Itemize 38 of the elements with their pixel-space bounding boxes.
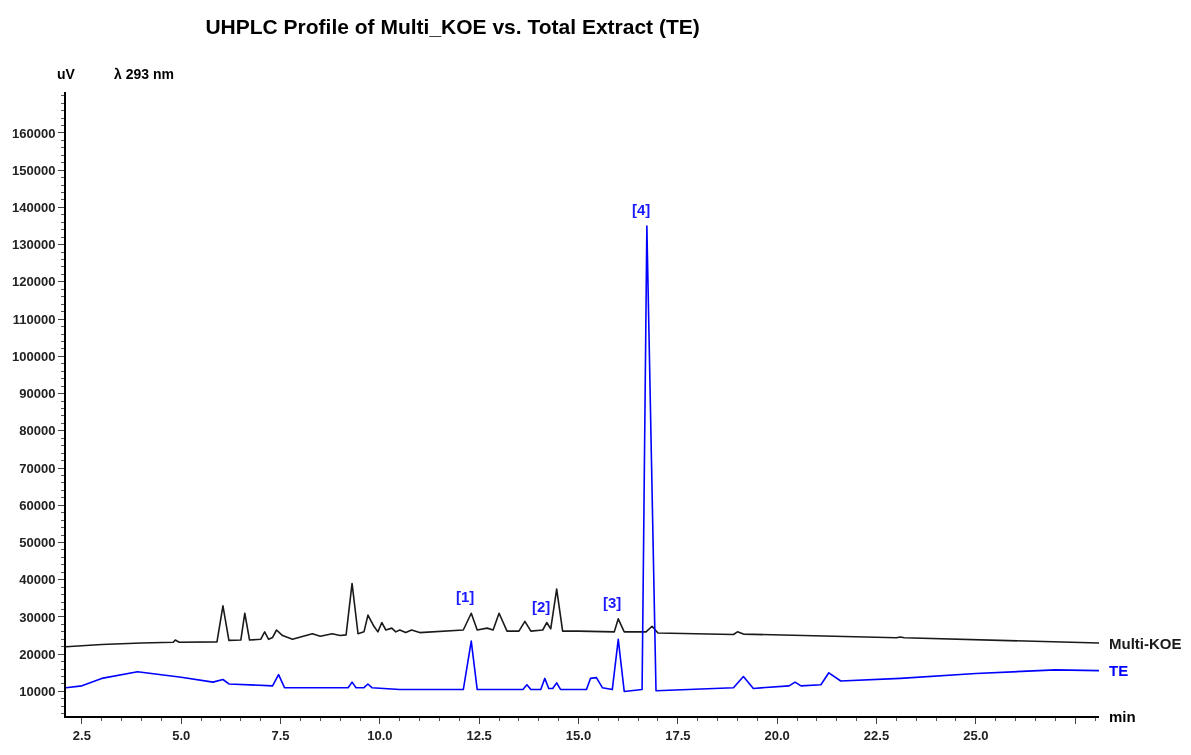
y-tick-label: 40000 bbox=[19, 572, 56, 588]
annotation: [3] bbox=[603, 594, 622, 611]
annotation: [1] bbox=[456, 588, 475, 605]
x-tick-label: 5.0 bbox=[172, 727, 191, 743]
annotation: [4] bbox=[632, 201, 651, 218]
y-tick-label: 140000 bbox=[12, 199, 56, 215]
y-tick-label: 70000 bbox=[19, 460, 56, 476]
annotation: [2] bbox=[532, 598, 551, 615]
y-tick-label: 120000 bbox=[12, 274, 56, 290]
y-tick-label: 100000 bbox=[12, 348, 56, 364]
text: λ 293 nm bbox=[114, 66, 174, 82]
y-tick-label: 30000 bbox=[19, 609, 56, 625]
y-tick-label: 90000 bbox=[19, 386, 56, 402]
line-series bbox=[66, 225, 1099, 693]
x-axis-title: min bbox=[1109, 708, 1136, 725]
y-tick-label: 150000 bbox=[12, 162, 56, 178]
x-tick-label: 22.5 bbox=[863, 727, 890, 743]
y-tick-label: 160000 bbox=[12, 125, 56, 141]
y-tick-label: 20000 bbox=[19, 646, 56, 662]
y-tick-label: 10000 bbox=[19, 683, 56, 699]
x-tick-label: 10.0 bbox=[367, 727, 393, 743]
x-tick-label: 25.0 bbox=[963, 727, 989, 743]
series-label: TE bbox=[1109, 662, 1129, 679]
x-tick-label: 15.0 bbox=[565, 727, 592, 743]
y-axis-title: uV bbox=[57, 66, 76, 82]
y-tick-label: 80000 bbox=[19, 423, 56, 439]
x-tick-label: 12.5 bbox=[466, 727, 492, 743]
x-tick-label: 17.5 bbox=[665, 727, 691, 743]
x-tick-label: 20.0 bbox=[764, 727, 790, 743]
series-label: Multi-KOE bbox=[1109, 635, 1182, 652]
x-tick-label: 2.5 bbox=[72, 727, 91, 743]
y-tick-label: 60000 bbox=[19, 497, 56, 513]
line-series bbox=[66, 582, 1099, 648]
y-tick-label: 130000 bbox=[12, 237, 56, 253]
y-tick-label: 50000 bbox=[19, 535, 56, 551]
y-tick-label: 110000 bbox=[12, 311, 56, 327]
chart-title: UHPLC Profile of Multi_KOE vs. Total Extract (TE) bbox=[205, 14, 700, 38]
x-tick-label: 7.5 bbox=[271, 727, 290, 743]
